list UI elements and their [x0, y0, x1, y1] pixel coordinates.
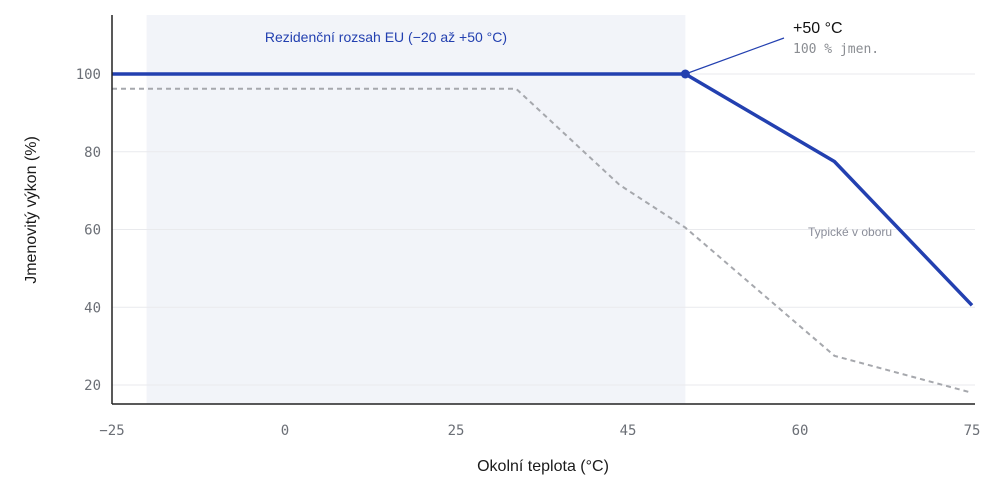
axes-layer: [111, 15, 975, 405]
grid-layer: [112, 73, 975, 386]
x-tick-label: 75: [964, 423, 981, 439]
annotation-point: [680, 69, 690, 79]
band-layer: [146, 15, 686, 404]
y-tick-label: 100: [76, 67, 101, 83]
x-axis-label: Okolní teplota (°C): [477, 458, 609, 475]
x-tick-label: 25: [448, 423, 465, 439]
annotation-subtitle: 100 % jmen.: [793, 42, 879, 57]
series-line-rated: [112, 72, 974, 307]
x-tick-label: 0: [281, 423, 289, 439]
x-tick-label: 60: [792, 423, 809, 439]
eu-residential-band: [146, 15, 686, 404]
x-tick-label: −25: [99, 423, 124, 439]
series-label-typical: Typické v oboru: [808, 225, 892, 239]
series-line-typical: [112, 87, 973, 394]
y-tick-label: 40: [84, 300, 101, 316]
y-tick-label: 60: [84, 223, 101, 239]
y-axis-label: Jmenovitý výkon (%): [23, 136, 40, 284]
band-label: Rezidenční rozsah EU (−20 až +50 °C): [265, 29, 507, 45]
x-tick-label: 45: [620, 423, 637, 439]
y-tick-label: 20: [84, 378, 101, 394]
annotation-title: +50 °C: [793, 20, 843, 37]
ticks-layer: 20 40 60 80 100 −25 0 25 45 60 75: [76, 67, 981, 439]
y-tick-label: 80: [84, 145, 101, 161]
series-layer: [112, 37, 974, 394]
annotation-leader: [685, 37, 785, 75]
